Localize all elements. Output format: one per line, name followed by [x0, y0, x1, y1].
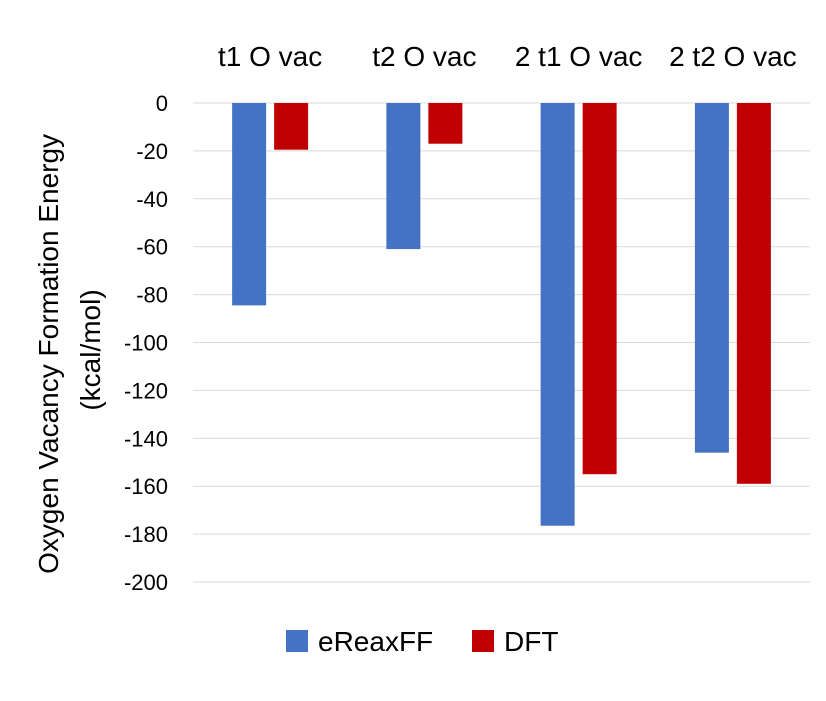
- bar-dft: [736, 103, 771, 484]
- legend-label: DFT: [504, 626, 558, 657]
- y-axis-title-line-1: Oxygen Vacancy Formation Energy: [33, 134, 64, 574]
- y-tick-label: -120: [124, 378, 168, 403]
- gridlines: [193, 102, 810, 583]
- legend-swatch-dft: [472, 630, 494, 652]
- y-tick-label: -180: [124, 522, 168, 547]
- category-label: 2 t2 O vac: [669, 41, 797, 72]
- legend-label: eReaxFF: [318, 626, 433, 657]
- bar-ereaxff: [232, 103, 267, 306]
- y-tick-label: -160: [124, 474, 168, 499]
- y-tick-label: -80: [136, 283, 168, 308]
- category-labels: t1 O vac t2 O vac 2 t1 O vac 2 t2 O vac: [218, 41, 797, 72]
- y-tick-label: 0: [156, 91, 168, 116]
- bar-dft: [274, 103, 309, 150]
- bar-dft: [428, 103, 463, 144]
- legend-swatch-ereaxff: [286, 630, 308, 652]
- bar-ereaxff: [540, 103, 575, 526]
- y-tick-label: -100: [124, 331, 168, 356]
- bars: [232, 103, 771, 526]
- y-tick-label: -60: [136, 235, 168, 260]
- category-label: t1 O vac: [218, 41, 322, 72]
- y-tick-label: -200: [124, 570, 168, 595]
- category-label: t2 O vac: [372, 41, 476, 72]
- bar-ereaxff: [694, 103, 729, 453]
- y-tick-label: -20: [136, 139, 168, 164]
- legend: eReaxFF DFT: [286, 626, 558, 657]
- bar-dft: [582, 103, 617, 475]
- bar-ereaxff: [386, 103, 421, 250]
- y-axis-title-line-2: (kcal/mol): [75, 289, 106, 410]
- y-axis-ticks: 0 -20 -40 -60 -80 -100 -120 -140 -160 -180 -200: [124, 91, 168, 595]
- y-axis-title: Oxygen Vacancy Formation Energy (kcal/mo…: [33, 126, 106, 574]
- category-label: 2 t1 O vac: [515, 41, 643, 72]
- y-tick-label: -40: [136, 187, 168, 212]
- y-tick-label: -140: [124, 426, 168, 451]
